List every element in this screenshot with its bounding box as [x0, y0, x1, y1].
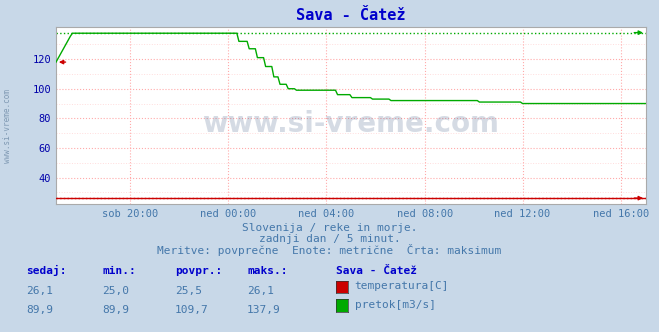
- Text: zadnji dan / 5 minut.: zadnji dan / 5 minut.: [258, 234, 401, 244]
- Text: www.si-vreme.com: www.si-vreme.com: [202, 110, 500, 138]
- Text: Sava - Čatež: Sava - Čatež: [336, 266, 417, 276]
- Text: 26,1: 26,1: [26, 286, 53, 296]
- Text: 109,7: 109,7: [175, 305, 208, 315]
- Text: 89,9: 89,9: [102, 305, 129, 315]
- Text: 25,5: 25,5: [175, 286, 202, 296]
- Text: www.si-vreme.com: www.si-vreme.com: [3, 89, 13, 163]
- Text: sedaj:: sedaj:: [26, 265, 67, 276]
- Text: 89,9: 89,9: [26, 305, 53, 315]
- Text: Meritve: povprečne  Enote: metrične  Črta: maksimum: Meritve: povprečne Enote: metrične Črta:…: [158, 244, 501, 256]
- Text: 137,9: 137,9: [247, 305, 281, 315]
- Text: maks.:: maks.:: [247, 266, 287, 276]
- Text: povpr.:: povpr.:: [175, 266, 222, 276]
- Text: pretok[m3/s]: pretok[m3/s]: [355, 300, 436, 310]
- Text: min.:: min.:: [102, 266, 136, 276]
- Title: Sava - Čatež: Sava - Čatež: [296, 8, 406, 23]
- Text: Slovenija / reke in morje.: Slovenija / reke in morje.: [242, 223, 417, 233]
- Text: 25,0: 25,0: [102, 286, 129, 296]
- Text: 26,1: 26,1: [247, 286, 274, 296]
- Text: temperatura[C]: temperatura[C]: [355, 281, 449, 291]
